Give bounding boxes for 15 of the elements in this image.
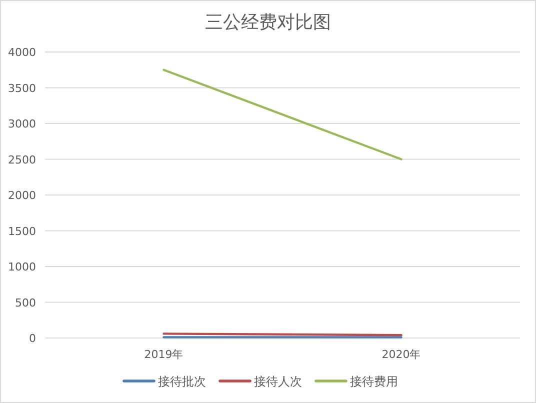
y-tick-label: 2000 xyxy=(8,189,36,202)
y-tick-label: 3000 xyxy=(8,118,36,130)
y-tick-label: 4000 xyxy=(8,46,36,59)
y-tick-label: 500 xyxy=(15,296,36,310)
y-tick-label: 3500 xyxy=(8,82,36,95)
y-tick-label: 1500 xyxy=(8,224,36,238)
x-tick-label: 2019年 xyxy=(144,348,184,361)
y-tick-label: 1000 xyxy=(8,260,36,274)
legend-label: 接待人次 xyxy=(254,374,302,388)
y-tick-label: 0 xyxy=(29,332,36,345)
legend-label: 接待批次 xyxy=(158,374,206,388)
legend-label: 接待费用 xyxy=(350,374,398,388)
x-tick-label: 2020年 xyxy=(382,348,421,361)
chart-title: 三公经费对比图 xyxy=(205,12,331,33)
y-tick-label: 2500 xyxy=(8,153,36,166)
